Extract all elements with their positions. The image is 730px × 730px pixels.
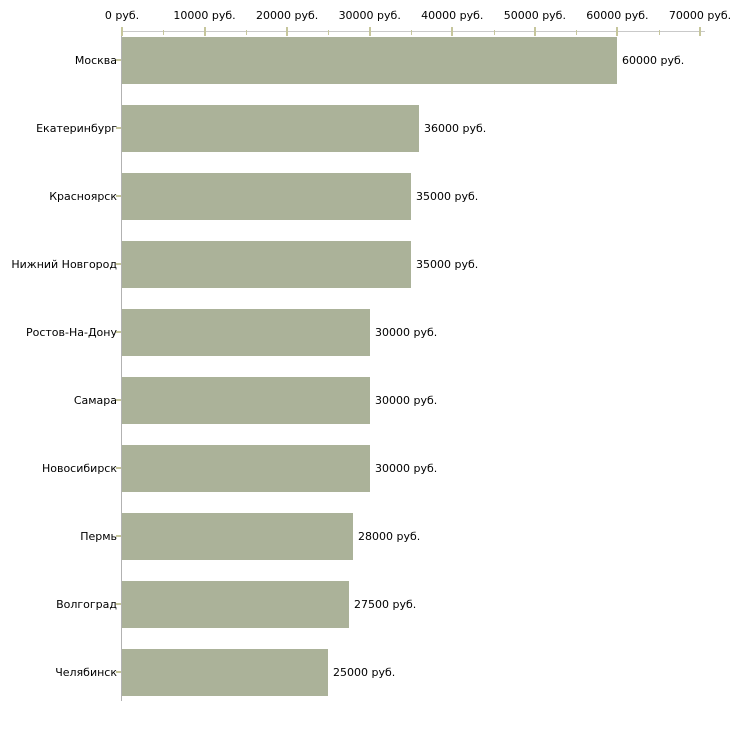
x-axis-minor-tick — [245, 30, 247, 35]
bar — [122, 309, 370, 356]
x-axis-tick-label: 50000 руб. — [503, 9, 566, 22]
category-label: Москва — [74, 54, 117, 67]
x-axis-major-tick — [451, 27, 454, 36]
bar — [122, 241, 411, 288]
value-label: 36000 руб. — [424, 122, 487, 135]
x-axis-minor-tick — [328, 30, 330, 35]
category-label: Ростов-На-Дону — [25, 326, 117, 339]
x-axis-tick-label: 10000 руб. — [173, 9, 236, 22]
bar — [122, 377, 370, 424]
category-tick — [116, 263, 121, 265]
category-label: Новосибирск — [41, 462, 117, 475]
value-label: 30000 руб. — [375, 462, 438, 475]
x-axis-major-tick — [203, 27, 206, 36]
x-axis-major-tick — [368, 27, 371, 36]
bar — [122, 649, 328, 696]
category-tick — [116, 467, 121, 469]
category-tick — [116, 59, 121, 61]
bar — [122, 513, 353, 560]
x-axis-tick-label: 0 руб. — [104, 9, 140, 22]
bar — [122, 173, 411, 220]
x-axis-major-tick — [121, 27, 123, 36]
x-axis-tick-label: 30000 руб. — [338, 9, 401, 22]
category-tick — [116, 671, 121, 673]
category-label: Екатеринбург — [36, 122, 117, 135]
x-axis-tick-label: 70000 руб. — [668, 9, 730, 22]
category-label: Волгоград — [56, 598, 117, 611]
x-axis-minor-tick — [411, 30, 412, 35]
x-axis-minor-tick — [163, 30, 165, 35]
x-axis-major-tick — [286, 27, 289, 36]
value-label: 35000 руб. — [416, 258, 479, 271]
value-label: 28000 руб. — [358, 530, 421, 543]
x-axis-minor-tick — [493, 30, 495, 35]
category-label: Самара — [73, 394, 117, 407]
bar — [122, 581, 349, 628]
x-axis-major-tick — [699, 27, 701, 36]
y-axis-line — [121, 31, 122, 701]
x-axis-line — [121, 31, 705, 32]
value-label: 30000 руб. — [375, 394, 438, 407]
x-axis-minor-tick — [576, 30, 578, 35]
category-tick — [116, 535, 121, 537]
bar — [122, 105, 419, 152]
category-tick — [116, 399, 121, 401]
x-axis-major-tick — [533, 27, 536, 36]
bar — [122, 445, 370, 492]
value-label: 27500 руб. — [354, 598, 417, 611]
value-label: 60000 руб. — [622, 54, 685, 67]
value-label: 35000 руб. — [416, 190, 479, 203]
category-tick — [116, 331, 121, 333]
value-label: 25000 руб. — [333, 666, 396, 679]
x-axis-major-tick — [616, 27, 619, 36]
category-label: Челябинск — [55, 666, 117, 679]
value-label: 30000 руб. — [375, 326, 438, 339]
x-axis-minor-tick — [658, 30, 660, 35]
x-axis-tick-label: 60000 руб. — [586, 9, 649, 22]
category-tick — [116, 127, 121, 129]
x-axis-tick-label: 20000 руб. — [256, 9, 319, 22]
category-label: Красноярск — [49, 190, 117, 203]
bar — [122, 37, 617, 84]
category-label: Нижний Новгород — [11, 258, 117, 271]
x-axis-tick-label: 40000 руб. — [421, 9, 484, 22]
category-label: Пермь — [80, 530, 117, 543]
category-tick — [116, 195, 121, 197]
category-tick — [116, 603, 121, 605]
